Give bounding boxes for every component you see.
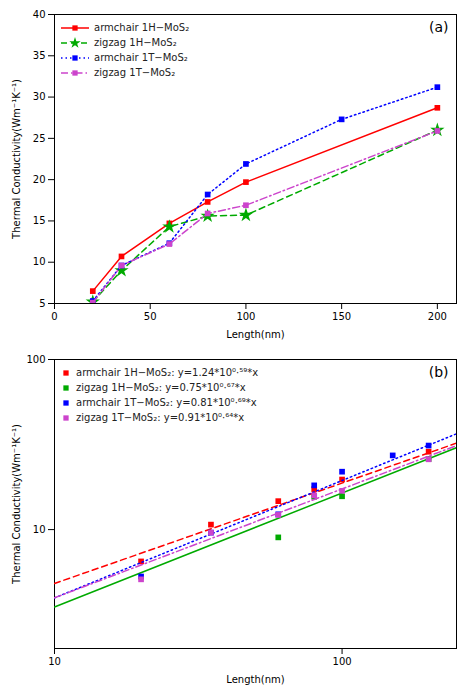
svg-text:(a): (a) (429, 19, 449, 35)
html-text:armchair 1T−MoS₂: y=0.81*10⁰·⁶: armchair 1T−MoS₂: y=0.81*10⁰·⁶⁹*x (76, 397, 257, 408)
svg-text:10: 10 (33, 524, 46, 535)
html-text:zigzag 1H−MoS₂: y=0.75*10⁰·⁶⁷*: zigzag 1H−MoS₂: y=0.75*10⁰·⁶⁷*x (76, 382, 246, 393)
svg-text:20: 20 (33, 174, 46, 185)
html-text:armchair 1H−MoS₂: armchair 1H−MoS₂ (94, 22, 190, 33)
svg-text:150: 150 (332, 311, 351, 322)
svg-text:200: 200 (428, 311, 447, 322)
svg-text:25: 25 (33, 133, 46, 144)
svg-text:Thermal Conductivity(Wm⁻¹K⁻¹): Thermal Conductivity(Wm⁻¹K⁻¹) (11, 424, 22, 585)
svg-text:15: 15 (33, 215, 46, 226)
html-text:zigzag 1T−MoS₂: zigzag 1T−MoS₂ (94, 67, 176, 78)
svg-text:Length(nm): Length(nm) (226, 329, 284, 340)
svg-text:10: 10 (48, 656, 61, 667)
svg-text:Thermal Conductivity(Wm⁻¹K⁻¹): Thermal Conductivity(Wm⁻¹K⁻¹) (11, 79, 22, 240)
html-text:armchair 1H−MoS₂: y=1.24*10⁰·⁵: armchair 1H−MoS₂: y=1.24*10⁰·⁵⁹*x (76, 367, 259, 378)
svg-text:10: 10 (33, 256, 46, 267)
svg-text:100: 100 (333, 656, 352, 667)
html-text:armchair 1T−MoS₂: armchair 1T−MoS₂ (94, 52, 188, 63)
svg-text:35: 35 (33, 50, 46, 61)
svg-text:100: 100 (236, 311, 255, 322)
svg-text:100: 100 (26, 354, 45, 365)
svg-text:5: 5 (39, 298, 45, 309)
svg-text:(b): (b) (429, 364, 449, 380)
svg-text:Length(nm): Length(nm) (226, 674, 284, 685)
svg-text:30: 30 (33, 91, 46, 102)
svg-text:50: 50 (144, 311, 157, 322)
html-text:zigzag 1H−MoS₂: zigzag 1H−MoS₂ (94, 37, 177, 48)
html-text:zigzag 1T−MoS₂: y=0.91*10⁰·⁶⁴*: zigzag 1T−MoS₂: y=0.91*10⁰·⁶⁴*x (76, 412, 245, 423)
svg-text:40: 40 (33, 9, 46, 20)
svg-text:0: 0 (51, 311, 57, 322)
